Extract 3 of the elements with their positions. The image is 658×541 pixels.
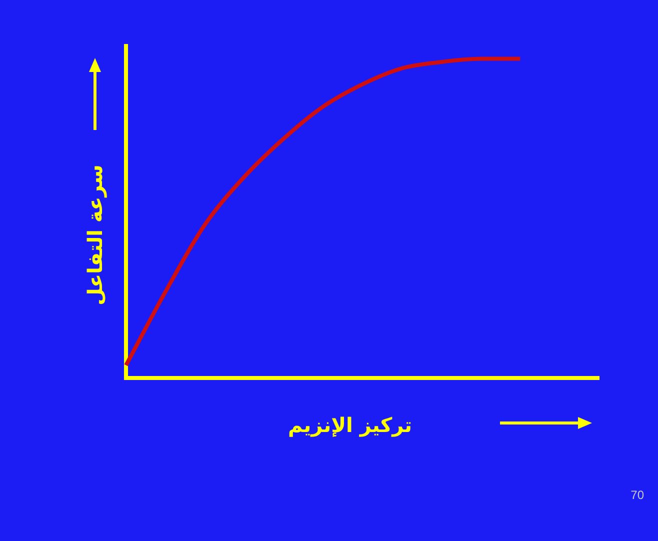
y-axis-title: سرعة التفاعل xyxy=(83,164,107,306)
text: 70 xyxy=(630,488,644,502)
x-axis-title: تركيز الإنزيم xyxy=(288,413,412,437)
